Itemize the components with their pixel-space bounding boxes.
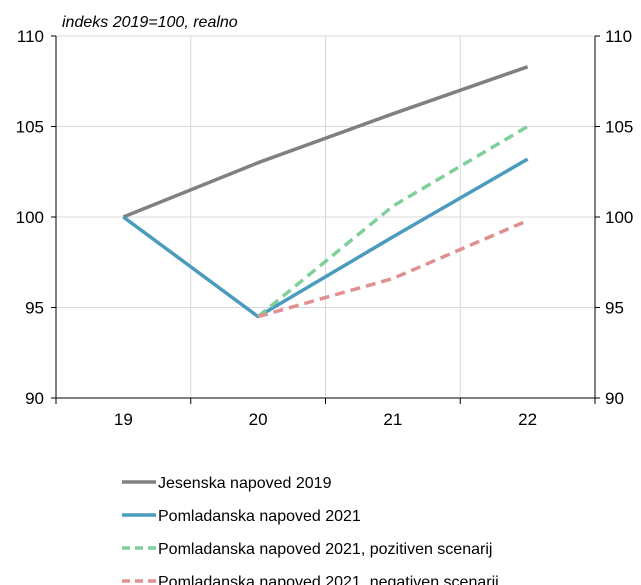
y-tick-label-left: 90 [25,389,44,408]
y-tick-label-left: 110 [17,27,44,46]
series-line-2 [122,157,529,319]
y-tick-label-right: 110 [605,27,632,46]
series-line-1 [122,65,529,219]
legend-label-1: Jesenska napoved 2019 [158,475,332,492]
legend: Jesenska napoved 2019 Pomladanska napoved… [122,475,499,585]
chart-subtitle: indeks 2019=100, realno [62,14,238,31]
x-tick-label: 19 [114,410,133,429]
y-tick-label-right: 90 [605,389,624,408]
y-tick-label-left: 100 [16,208,44,227]
y-tick-label-left: 105 [16,118,44,137]
grid-lines [56,35,595,398]
x-tick-label: 21 [383,410,402,429]
legend-label-2: Pomladanska napoved 2021 [158,508,361,525]
x-tick-label: 20 [249,410,268,429]
y-tick-label-left: 95 [25,299,44,318]
y-tick-label-right: 95 [605,299,624,318]
legend-label-4: Pomladanska napoved 2021, negativen scen… [158,574,499,585]
axes [51,35,600,404]
y-tick-label-right: 105 [605,118,633,137]
series-lines [122,65,529,319]
legend-label-3: Pomladanska napoved 2021, pozitiven scen… [158,541,492,558]
tick-labels: 90 90 95 95 100 100 105 105 110 110 19 20 21 22 [16,27,634,429]
series-line-3 [256,124,529,318]
y-tick-label-right: 100 [605,208,633,227]
x-tick-label: 22 [518,410,537,429]
